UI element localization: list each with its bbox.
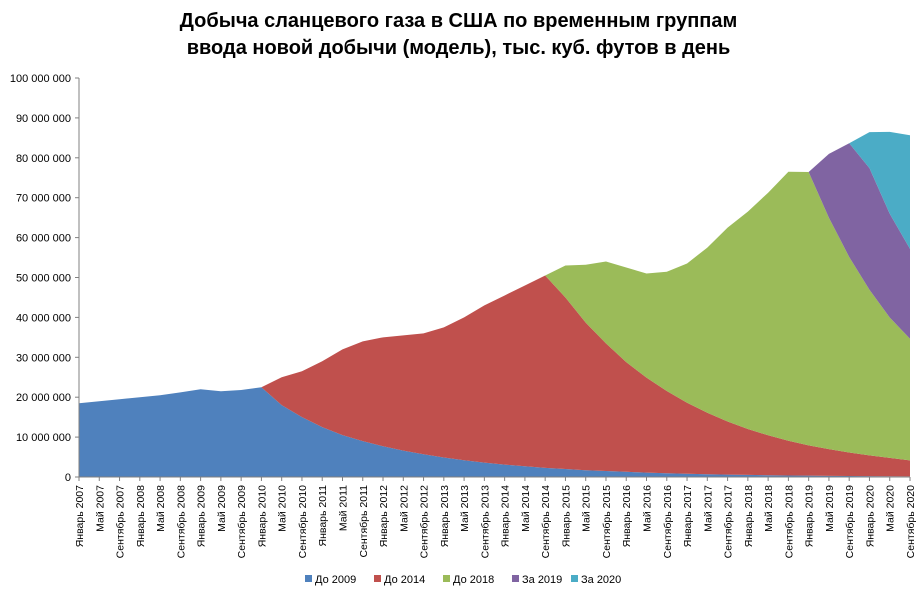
x-tick-label: Январь 2018 xyxy=(743,485,755,547)
legend-swatch xyxy=(443,575,450,582)
y-tick-label: 90 000 000 xyxy=(16,113,71,125)
y-tick-label: 20 000 000 xyxy=(16,392,71,404)
x-tick-label: Сентябрь 2010 xyxy=(297,485,309,558)
legend-label: За 2020 xyxy=(581,574,621,586)
y-tick-label: 50 000 000 xyxy=(16,273,71,285)
legend-swatch xyxy=(305,575,312,582)
x-tick-label: Январь 2010 xyxy=(256,485,268,547)
x-tick-label: Сентябрь 2008 xyxy=(175,485,187,558)
x-tick-label: Январь 2013 xyxy=(439,485,451,547)
series-area-2 xyxy=(79,275,910,477)
x-tick-label: Май 2007 xyxy=(94,485,106,532)
x-tick-label: Сентябрь 2018 xyxy=(783,485,795,558)
x-tick-label: Январь 2011 xyxy=(317,485,329,547)
x-tick-label: Январь 2007 xyxy=(74,485,86,547)
area-layer xyxy=(79,131,910,477)
y-tick-label: 70 000 000 xyxy=(16,193,71,205)
x-tick-label: Январь 2008 xyxy=(135,485,147,547)
x-tick-label: Сентябрь 2016 xyxy=(662,485,674,558)
x-tick-label: Сентябрь 2017 xyxy=(723,485,735,558)
legend-swatch xyxy=(374,575,381,582)
x-tick-label: Май 2010 xyxy=(277,485,289,532)
x-tick-label: Январь 2016 xyxy=(621,485,633,547)
x-tick-label: Май 2012 xyxy=(398,485,410,532)
legend-label: До 2009 xyxy=(315,574,356,586)
x-tick-label: Январь 2020 xyxy=(864,485,876,547)
x-tick-label: Январь 2019 xyxy=(804,485,816,547)
x-tick-label: Май 2016 xyxy=(642,485,654,532)
legend-label: За 2019 xyxy=(522,574,562,586)
x-tick-label: Май 2015 xyxy=(581,485,593,532)
y-tick-label: 0 xyxy=(65,472,71,484)
series-area-4 xyxy=(79,143,910,404)
series-area-1 xyxy=(79,387,910,477)
x-tick-label: Сентябрь 2015 xyxy=(601,485,613,558)
x-tick-label: Январь 2017 xyxy=(682,485,694,547)
x-tick-label: Сентябрь 2013 xyxy=(479,485,491,558)
series-area-3 xyxy=(79,171,910,461)
x-tick-label: Январь 2014 xyxy=(500,485,512,547)
y-tick-label: 100 000 000 xyxy=(10,73,71,85)
axes-layer: 0 10 000 000 20 000 000 30 000 000 40 000 00… xyxy=(10,73,917,558)
y-tick-label: 30 000 000 xyxy=(16,352,71,364)
legend-swatch xyxy=(512,575,519,582)
x-tick-label: Май 2020 xyxy=(885,485,897,532)
x-tick-label: Май 2017 xyxy=(702,485,714,532)
legend: До 2009 До 2014 До 2018 За 2019 За 2020 xyxy=(305,574,621,586)
y-tick-label: 10 000 000 xyxy=(16,432,71,444)
x-tick-label: Май 2018 xyxy=(763,485,775,532)
x-tick-label: Май 2014 xyxy=(520,485,532,532)
x-tick-label: Май 2011 xyxy=(337,485,349,531)
legend-label: До 2014 xyxy=(384,574,425,586)
y-tick-label: 60 000 000 xyxy=(16,233,71,245)
x-tick-label: Май 2013 xyxy=(459,485,471,532)
chart-subtitle: ввода новой добычи (модель), тыс. куб. ф… xyxy=(186,37,731,59)
x-tick-label: Май 2008 xyxy=(155,485,167,532)
x-tick-label: Май 2009 xyxy=(216,485,228,532)
x-tick-label: Январь 2012 xyxy=(378,485,390,547)
x-tick-label: Январь 2015 xyxy=(560,485,572,547)
x-tick-label: Сентябрь 2020 xyxy=(905,485,917,558)
x-tick-label: Сентябрь 2012 xyxy=(419,485,431,558)
chart-title: Добыча сланцевого газа в США по временны… xyxy=(179,10,738,32)
x-tick-label: Январь 2009 xyxy=(196,485,208,547)
x-tick-label: Сентябрь 2014 xyxy=(540,485,552,558)
y-tick-label: 40 000 000 xyxy=(16,312,71,324)
legend-swatch xyxy=(571,575,578,582)
x-tick-label: Май 2019 xyxy=(824,485,836,532)
y-tick-label: 80 000 000 xyxy=(16,153,71,165)
x-tick-label: Сентябрь 2011 xyxy=(358,485,370,558)
x-tick-label: Сентябрь 2009 xyxy=(236,485,248,558)
x-tick-label: Сентябрь 2019 xyxy=(844,485,856,558)
x-tick-label: Сентябрь 2007 xyxy=(115,485,127,558)
legend-label: До 2018 xyxy=(453,574,494,586)
